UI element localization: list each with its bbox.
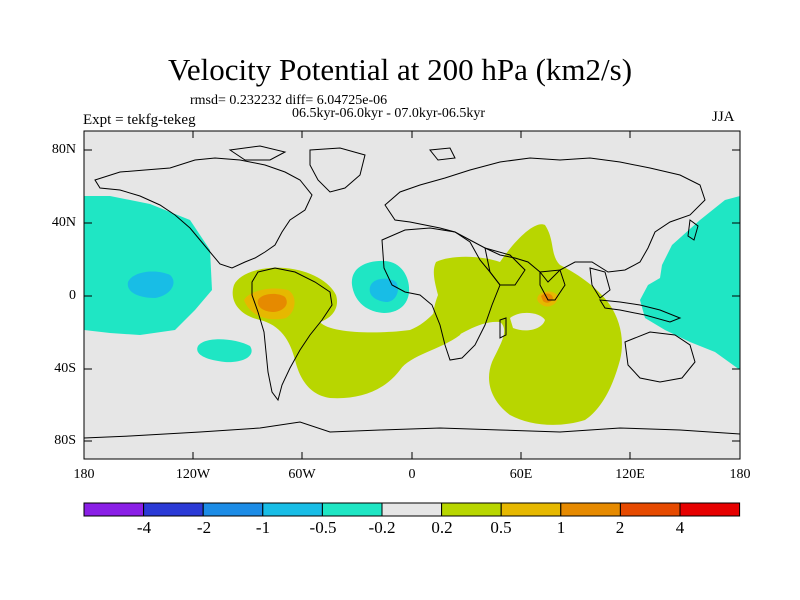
- lat-label-80s: 80S: [54, 433, 76, 448]
- lon-ticks: [192, 131, 631, 459]
- coastline-japan: [687, 219, 699, 241]
- coastline-madagascar: [499, 317, 507, 339]
- colorbar-box: [500, 502, 562, 517]
- lon-label-0: 0: [408, 467, 416, 482]
- colorbar-box: [202, 502, 264, 517]
- figure-title: Velocity Potential at 200 hPa (km2/s): [167, 52, 633, 87]
- colorbar-label: 4: [675, 518, 685, 537]
- neg-mid-east-pacific: [127, 271, 174, 298]
- colorbar-label: -0.2: [368, 518, 396, 537]
- lat-label-40s: 40S: [54, 361, 76, 376]
- coastlines: [83, 145, 741, 439]
- pos-hole-indian: [510, 312, 545, 331]
- colorbar-box: [619, 502, 681, 517]
- colorbar-box: [560, 502, 621, 517]
- colorbar-label: 1: [556, 518, 566, 537]
- lon-label-180w: 180: [73, 467, 95, 482]
- lon-label-60w: 60W: [288, 467, 316, 482]
- lat-label-80n: 80N: [51, 142, 76, 157]
- coastline-india: [539, 269, 566, 301]
- colorbar-box: [83, 502, 145, 517]
- colorbar-box: [381, 502, 443, 517]
- lon-label-180e: 180: [729, 467, 751, 482]
- stats-line: rmsd= 0.232232 diff= 6.04725e-06: [190, 93, 388, 108]
- lat-label-0: 0: [69, 288, 76, 303]
- coastline-antarctica: [83, 421, 741, 439]
- colorbar-label: 0.5: [490, 518, 512, 537]
- coastline-north-america: [94, 157, 313, 269]
- colorbar-box: [262, 502, 323, 517]
- colorbar-label: -2: [196, 518, 212, 537]
- colorbar-box: [143, 502, 204, 517]
- period-line: 06.5kyr-06.0kyr - 07.0kyr-06.5kyr: [292, 106, 486, 121]
- coastline-greenland: [309, 147, 366, 193]
- colorbar-label: -0.5: [309, 518, 337, 537]
- colorbar: [83, 502, 741, 517]
- colorbar-label: -1: [255, 518, 271, 537]
- coastline-arabia: [484, 247, 526, 286]
- contour-fields: [84, 196, 740, 425]
- coastline-south-america: [251, 267, 333, 402]
- lon-label-60e: 60E: [509, 467, 533, 482]
- coastline-eurasia: [384, 157, 706, 283]
- coastline-southeast-asia: [589, 267, 611, 299]
- colorbar-box: [321, 502, 383, 517]
- lat-label-40n: 40N: [51, 215, 76, 230]
- colorbar-label: 2: [615, 518, 625, 537]
- experiment-label: Expt = tekfg-tekeg: [83, 112, 196, 128]
- colorbar-label: 0.2: [431, 518, 453, 537]
- coastline-australia: [624, 331, 696, 383]
- pos-strong-south-america: [257, 293, 287, 312]
- coastline-svalbard: [429, 147, 456, 161]
- neg-region-south-pacific: [197, 339, 252, 363]
- lat-ticks: [84, 149, 740, 442]
- colorbar-box: [441, 502, 502, 517]
- coastline-africa: [381, 227, 501, 361]
- coastline-arctic-islands: [228, 145, 287, 161]
- neg-region-west-pacific: [640, 196, 740, 370]
- lon-label-120w: 120W: [175, 467, 211, 482]
- lon-label-120e: 120E: [615, 467, 645, 482]
- neg-region-east-pacific: [84, 196, 212, 335]
- neg-mid-atlantic: [369, 278, 398, 302]
- colorbar-label: -4: [136, 518, 152, 537]
- colorbar-box: [679, 502, 741, 517]
- season-label: JJA: [712, 109, 735, 125]
- coastline-indonesia: [599, 299, 682, 323]
